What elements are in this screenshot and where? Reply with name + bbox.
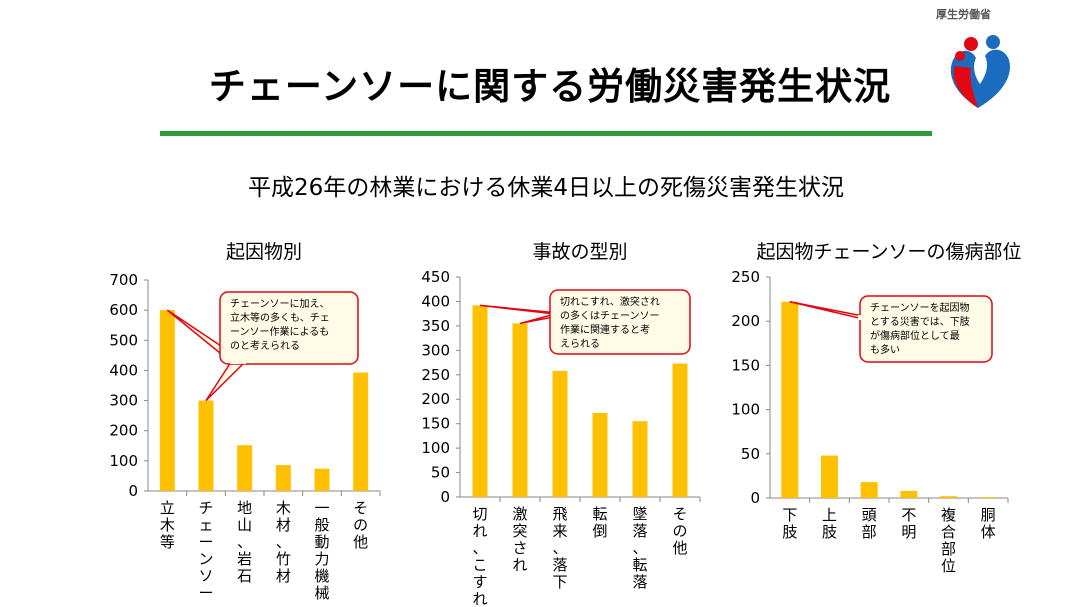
x-category-label: チェーンソー	[198, 499, 213, 602]
bar	[860, 482, 878, 498]
callout-pointer	[205, 361, 247, 402]
callout-box	[549, 289, 691, 355]
chart-cause-objects: 起因物別 0 100 200 300 400 500 600 700 立木等 チェーンソー 地山、岩石…	[109, 241, 381, 602]
chart-accident-types: 事故の型別 0 50 100 150 200 250 300 350 400 450 切れ、こすれ 激突…	[421, 241, 701, 607]
x-category-label: 地山、岩石	[237, 499, 252, 585]
callout-text-line: チェーンソーに加え、	[230, 298, 330, 310]
y-tick-label: 200	[421, 390, 450, 408]
y-tick-label: 200	[109, 422, 138, 440]
y-tick-label: 100	[421, 439, 450, 457]
callout-box	[859, 295, 993, 363]
chart-title: 起因物チェーンソーの傷病部位	[756, 241, 1021, 263]
y-tick-label: 500	[109, 331, 138, 349]
x-category-label: 激突され	[512, 505, 527, 574]
x-category-label: 飛来、落下	[552, 505, 567, 591]
callout-text-line: ーンソー作業によるも	[230, 325, 329, 338]
y-tick-label: 0	[750, 489, 760, 507]
x-category-label: 不明	[901, 506, 916, 541]
bar	[198, 400, 214, 491]
chart-title: 事故の型別	[532, 241, 627, 263]
callout-text-line: 切れこすれ、激突され	[560, 295, 660, 308]
callout-text-line: とする災害では、下肢	[870, 315, 970, 328]
y-tick-label: 150	[421, 415, 450, 433]
callout-seam	[858, 315, 874, 320]
bar	[512, 323, 528, 497]
x-category-label: その他	[672, 505, 687, 557]
bar	[237, 445, 253, 491]
x-category-label: 下肢	[782, 506, 797, 541]
x-category-label: 胴体	[981, 506, 996, 541]
x-category-label: その他	[353, 499, 368, 551]
x-category-label: 上肢	[822, 506, 837, 541]
callout-text-line: 立木等の多くも、チェ	[230, 311, 330, 324]
ministry-logo-icon	[950, 35, 1010, 108]
y-tick-label: 50	[431, 464, 450, 482]
x-category-label: 立木等	[160, 499, 175, 551]
bar	[353, 372, 369, 491]
y-tick-label: 250	[731, 268, 760, 286]
callout-text-line: も多い	[870, 343, 900, 356]
bar	[672, 363, 688, 497]
ministry-name: 厚生労働省	[936, 8, 991, 21]
callout-text-line: のと考えられる	[230, 340, 300, 352]
bar	[781, 301, 799, 498]
callout-seam	[230, 359, 246, 364]
x-category-label: 頭部	[862, 506, 877, 541]
page-subtitle: 平成26年の林業における休業4日以上の死傷災害発生状況	[248, 175, 844, 201]
page-title: チェーンソーに関する労働災害発生状況	[208, 65, 892, 108]
y-tick-label: 0	[440, 488, 450, 506]
y-tick-label: 50	[741, 445, 760, 463]
callout-text-line: えられる	[560, 338, 600, 350]
bar	[900, 490, 918, 498]
bar	[159, 310, 175, 491]
callout-text-line: 作業に関連すると考	[560, 323, 650, 336]
y-tick-label: 0	[128, 482, 138, 500]
y-tick-label: 150	[731, 356, 760, 374]
y-tick-label: 700	[109, 271, 138, 289]
x-category-label: 転倒	[592, 505, 607, 540]
callout-seam	[554, 311, 570, 316]
x-category-label: 複合部位	[941, 506, 956, 575]
callout-text-line: が傷病部位として最	[870, 329, 960, 342]
title-divider	[160, 131, 932, 136]
x-category-label: 墜落、転落	[632, 505, 647, 591]
y-tick-label: 100	[731, 401, 760, 419]
y-tick-label: 100	[109, 452, 138, 470]
y-tick-label: 300	[421, 341, 450, 359]
y-tick-label: 400	[109, 361, 138, 379]
y-tick-label: 250	[421, 366, 450, 384]
y-tick-label: 350	[421, 317, 450, 335]
bar	[314, 468, 330, 491]
callout-text-line: チェーンソーを起因物	[870, 301, 970, 314]
bar	[821, 455, 838, 498]
chart-title: 起因物別	[226, 241, 302, 263]
x-category-label: 切れ、こすれ	[472, 505, 487, 607]
bar	[632, 421, 648, 497]
bar	[275, 465, 291, 491]
y-tick-label: 200	[731, 312, 760, 330]
bar	[592, 412, 608, 497]
y-tick-label: 300	[109, 392, 138, 410]
bar	[979, 497, 997, 498]
callout-text-line: の多くはチェーンソー	[560, 309, 660, 322]
bar	[940, 496, 957, 498]
y-tick-label: 400	[421, 292, 450, 310]
y-tick-label: 600	[109, 301, 138, 319]
x-category-label: 木材、竹材	[276, 499, 291, 585]
callout-box	[219, 291, 359, 365]
bar	[552, 370, 568, 497]
x-category-label: 一般動力機械	[314, 499, 329, 602]
bar	[472, 305, 488, 497]
y-tick-label: 450	[421, 268, 450, 286]
